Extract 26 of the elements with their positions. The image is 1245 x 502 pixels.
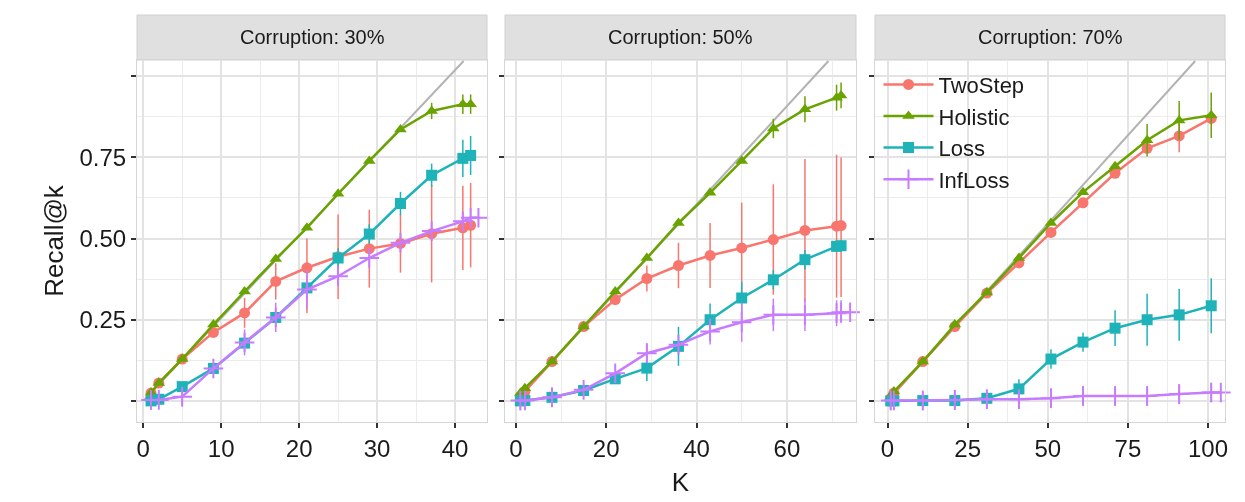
x-tick-label: 0 [136,434,150,462]
x-tick-label: 10 [207,434,235,462]
x-tick-label: 40 [683,434,710,462]
x-tick-label: 75 [1114,434,1142,462]
legend-label: TwoStep [938,73,1025,98]
x-tick-label: 20 [285,434,313,462]
y-tick-label: 0.25 [79,306,127,334]
y-tick-label: 0.75 [79,143,127,171]
x-tick-label: 0 [509,434,523,462]
y-tick-label: 0.50 [79,224,127,252]
legend-label: Loss [938,136,985,162]
x-tick-label: 40 [441,434,469,462]
chart-title: Corruption: 70% [978,26,1123,48]
chart-title: Corruption: 50% [608,26,753,48]
x-tick-label: 100 [1187,434,1229,462]
x-tick-label: 50 [1034,434,1062,462]
x-tick-label: 30 [363,434,391,462]
chart-title: Corruption: 30% [240,26,385,48]
x-tick-label: 20 [592,434,620,462]
legend-label: InfLoss [938,167,1010,193]
x-tick-label: 25 [954,434,981,462]
legend-label: Holistic [938,104,1010,130]
x-tick-label: 0 [880,434,895,462]
y-axis-title: Recall@k [38,184,69,297]
x-axis-title: K [671,467,690,498]
x-tick-label: 60 [773,434,801,462]
